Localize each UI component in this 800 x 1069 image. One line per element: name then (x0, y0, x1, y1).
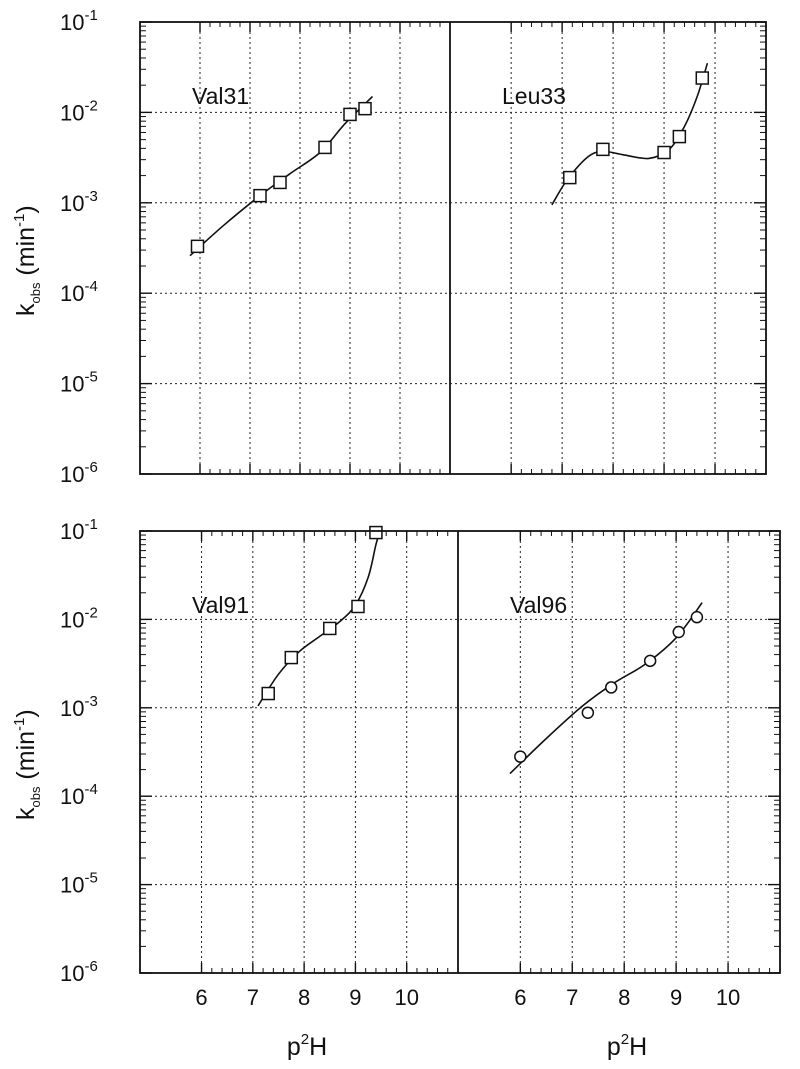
y-tick-label: 10-6 (60, 958, 98, 986)
y-tick-label: 10-2 (60, 97, 98, 125)
y-axis-label: kobs (min-1) (11, 205, 43, 316)
data-point (657, 145, 671, 160)
fit-curve (551, 62, 709, 206)
data-point (514, 750, 527, 763)
data-point (596, 142, 610, 157)
fit-curve (189, 95, 374, 257)
panel-label: Val31 (192, 83, 249, 109)
panel-label: Val91 (192, 592, 249, 618)
y-tick-label: 10-1 (60, 516, 98, 544)
data-point (369, 525, 383, 540)
y-tick-label: 10-4 (60, 781, 98, 809)
x-tick-label: 7 (566, 985, 578, 1010)
y-tick-label: 10-5 (60, 369, 98, 397)
y-tick-label: 10-6 (60, 459, 98, 487)
data-point (343, 107, 357, 122)
plot-frame (139, 21, 767, 475)
x-tick-label: 6 (195, 985, 207, 1010)
y-tick-label: 10-5 (60, 870, 98, 898)
data-point (690, 610, 704, 624)
panel-val96: Val96 (509, 531, 771, 973)
data-point (695, 71, 710, 85)
x-axis-label: p2H (287, 1031, 327, 1061)
x-tick-label: 9 (349, 985, 361, 1010)
data-point (190, 239, 205, 254)
data-point (604, 681, 618, 694)
y-tick-label: 10-1 (60, 7, 98, 35)
fit-curve (257, 527, 382, 707)
x-tick-label: 9 (670, 985, 682, 1010)
data-point (253, 188, 267, 203)
data-point (261, 686, 275, 701)
panel-val91: Val91 (192, 525, 449, 973)
panel-label: Leu33 (502, 83, 566, 109)
panel-leu33: Leu33 (502, 22, 757, 474)
data-point (351, 599, 365, 614)
y-axis-label: kobs (min-1) (11, 709, 43, 820)
data-point (672, 625, 685, 639)
x-tick-label: 6 (514, 985, 526, 1010)
data-point (358, 101, 372, 116)
top-chart: Val31 Leu33 10-1 10-2 10-3 10-4 10-5 10-6 kobs (… (11, 7, 767, 487)
data-point (672, 129, 687, 144)
y-tick-label: 10-4 (60, 278, 98, 306)
x-axis-label: p2H (607, 1031, 647, 1061)
data-point (323, 621, 337, 636)
panel-val31: Val31 (189, 22, 441, 474)
plot-frame (139, 530, 781, 974)
x-tick-label: 10 (716, 985, 740, 1010)
y-tick-label: 10-3 (60, 188, 98, 216)
data-point (284, 650, 299, 665)
bottom-chart: Val91 Val96 10-1 10-2 10-3 10-4 10-5 10-6 kobs (… (11, 516, 781, 1061)
data-point (581, 706, 595, 719)
y-tick-label: 10-3 (60, 693, 98, 721)
data-point (643, 654, 657, 668)
data-point (273, 175, 287, 190)
y-tick-label: 10-2 (60, 604, 98, 632)
x-tick-label: 10 (394, 985, 418, 1010)
x-tick-label: 7 (247, 985, 259, 1010)
panel-label: Val96 (510, 592, 567, 618)
x-tick-label: 8 (618, 985, 630, 1010)
data-point (318, 140, 332, 155)
x-tick-label: 8 (298, 985, 310, 1010)
data-point (563, 170, 577, 185)
